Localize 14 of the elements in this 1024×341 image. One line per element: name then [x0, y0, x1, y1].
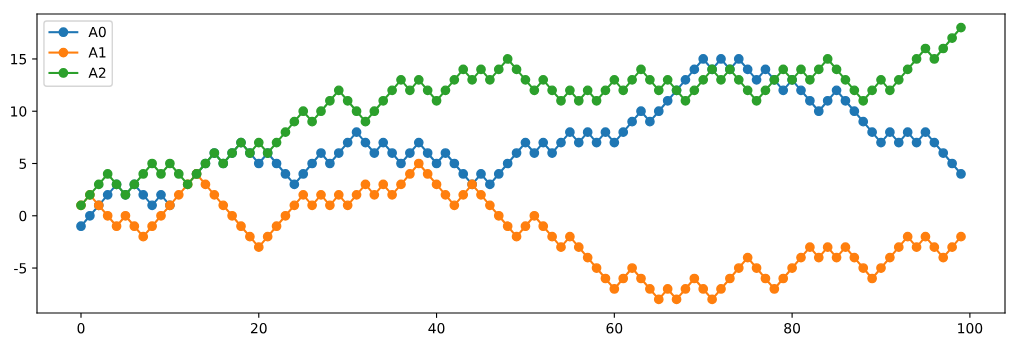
legend-label: A0	[88, 26, 106, 38]
y-tick-label: -5	[14, 263, 27, 274]
x-tick-label: 60	[606, 322, 623, 334]
y-tick-label: 10	[11, 106, 27, 117]
x-tick-label: 40	[428, 322, 445, 334]
x-tick-label: 0	[77, 322, 85, 334]
x-tick-label: 20	[250, 322, 267, 334]
legend-label: A2	[88, 67, 106, 78]
y-tick-label: 5	[19, 158, 27, 169]
x-tick-label: 80	[784, 322, 801, 334]
legend-label: A1	[88, 47, 106, 58]
x-tick-label: 100	[958, 322, 983, 334]
y-tick-label: 0	[19, 210, 27, 222]
y-tick-label: 15	[11, 54, 27, 65]
